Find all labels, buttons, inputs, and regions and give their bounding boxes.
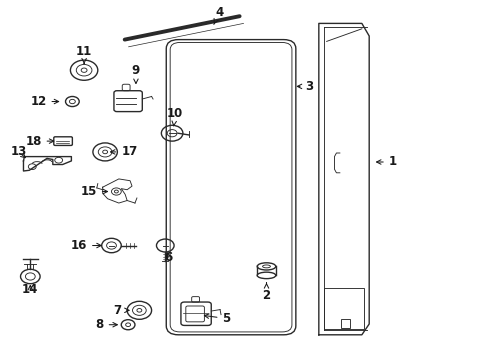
- Text: 2: 2: [262, 283, 270, 302]
- Text: 8: 8: [95, 318, 117, 331]
- Text: 12: 12: [30, 95, 59, 108]
- Ellipse shape: [257, 263, 275, 270]
- Text: 11: 11: [76, 45, 92, 63]
- Text: 9: 9: [132, 64, 140, 84]
- Text: 4: 4: [213, 6, 223, 24]
- Text: 18: 18: [25, 135, 54, 148]
- Bar: [324, 288, 364, 329]
- Text: 17: 17: [110, 145, 137, 158]
- Text: 14: 14: [22, 283, 39, 296]
- Ellipse shape: [257, 272, 275, 279]
- Text: 3: 3: [297, 80, 313, 93]
- Text: 5: 5: [204, 312, 230, 325]
- Text: 1: 1: [376, 156, 396, 168]
- Bar: [341, 319, 349, 328]
- Text: 10: 10: [166, 107, 183, 126]
- Text: 6: 6: [164, 251, 172, 264]
- Text: 15: 15: [81, 185, 107, 198]
- Text: 16: 16: [71, 239, 101, 252]
- Text: 7: 7: [113, 304, 129, 317]
- Text: 13: 13: [10, 145, 27, 158]
